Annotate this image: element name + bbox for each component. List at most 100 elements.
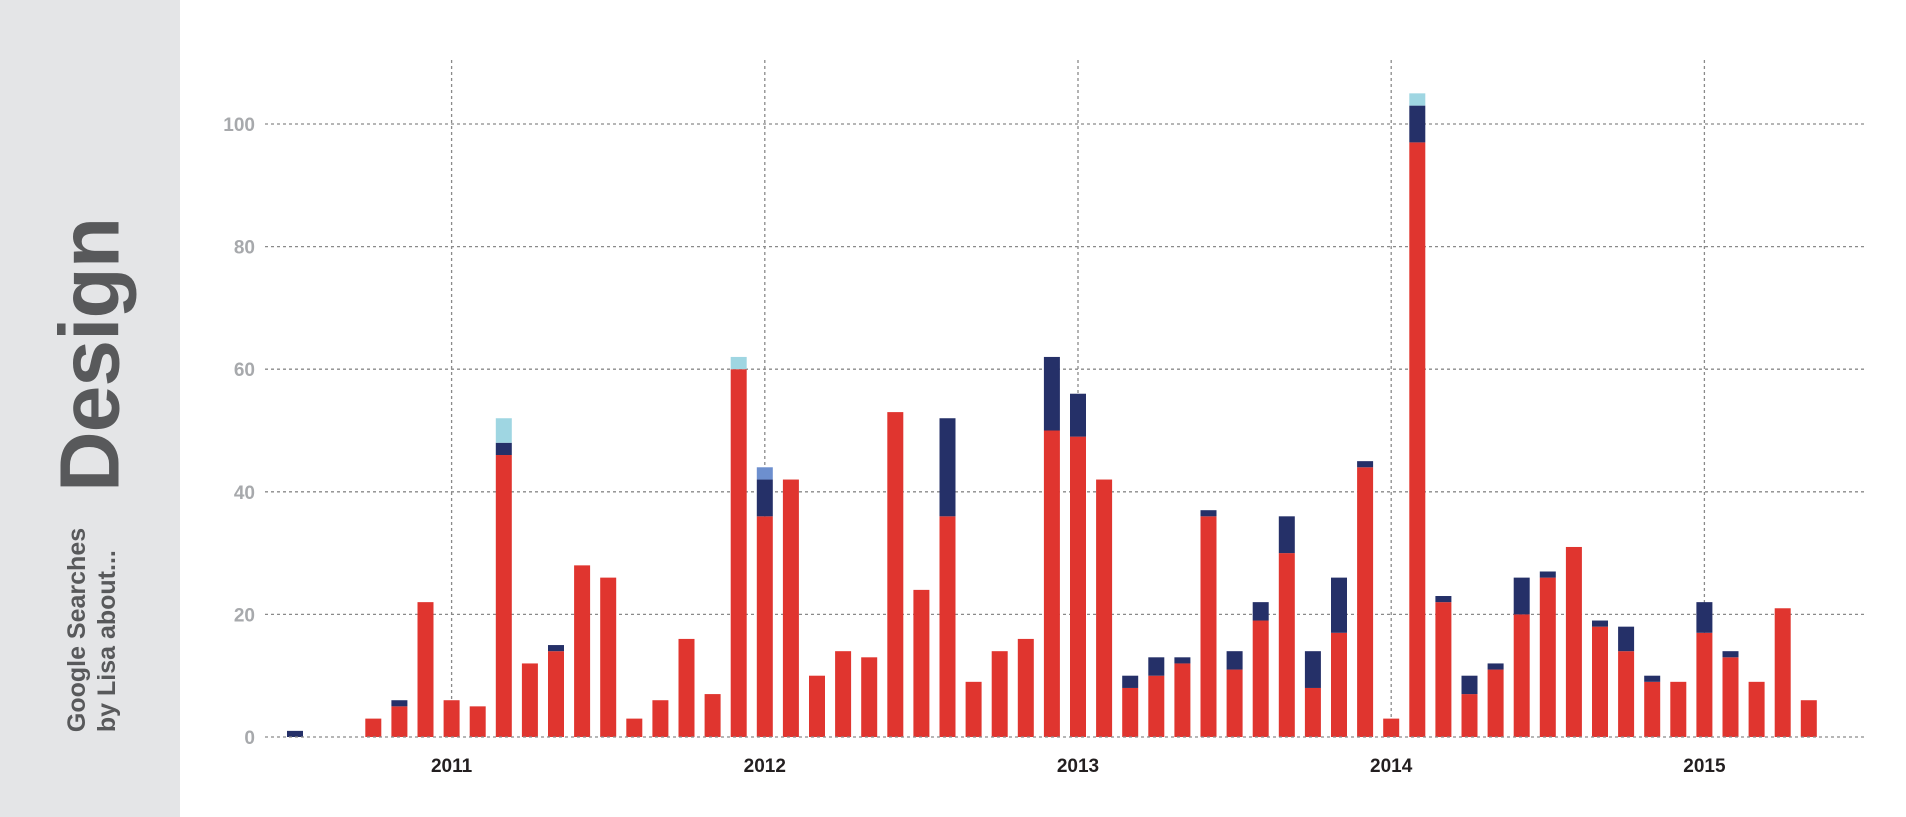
bar-segment bbox=[1122, 675, 1139, 688]
bar-segment bbox=[1696, 602, 1713, 633]
bar-segment bbox=[991, 651, 1008, 737]
y-tick-label: 40 bbox=[234, 483, 255, 504]
bar-segment bbox=[782, 479, 799, 737]
bar-segment bbox=[391, 700, 408, 707]
bar-segment bbox=[1644, 675, 1661, 682]
bar-segment bbox=[1200, 510, 1217, 517]
bar-segment bbox=[1096, 479, 1113, 737]
bar-segment bbox=[1435, 596, 1452, 603]
bar-segment bbox=[1592, 626, 1608, 737]
bar-segment bbox=[1539, 577, 1556, 737]
y-tick-label: 80 bbox=[234, 238, 255, 259]
x-tick-label: 2011 bbox=[431, 756, 473, 777]
bar-segment bbox=[1618, 651, 1635, 737]
bar-segment bbox=[756, 516, 773, 737]
bar-segment bbox=[1304, 651, 1321, 688]
bar-segment bbox=[495, 442, 512, 456]
bar-segment bbox=[1148, 657, 1165, 676]
bar-segment bbox=[1409, 142, 1426, 737]
bar-segment bbox=[1148, 675, 1165, 737]
bar-segment bbox=[1513, 614, 1530, 737]
bar-segment bbox=[391, 706, 408, 737]
bar-segment bbox=[1748, 681, 1765, 737]
bar-segment bbox=[365, 718, 382, 737]
bar-segment bbox=[756, 479, 773, 517]
bar-segment bbox=[939, 418, 956, 517]
bar-segment bbox=[1070, 436, 1086, 737]
bar-segment bbox=[1670, 681, 1687, 737]
bar-segment bbox=[1409, 105, 1426, 143]
bar-segment bbox=[809, 675, 825, 737]
bar-segment bbox=[521, 663, 538, 737]
bar-segment bbox=[1722, 657, 1739, 737]
bar-segment bbox=[1226, 651, 1243, 670]
y-tick-label: 60 bbox=[234, 360, 255, 381]
bar-segment bbox=[861, 657, 878, 737]
y-tick-label: 20 bbox=[234, 605, 255, 626]
bar-segment bbox=[965, 681, 982, 737]
bar-segment bbox=[1461, 675, 1478, 695]
y-tick-label: 0 bbox=[244, 728, 255, 749]
bar-segment bbox=[1252, 620, 1269, 737]
bar-segment bbox=[1357, 467, 1374, 737]
bar-segment bbox=[1226, 669, 1243, 737]
y-tick-label: 100 bbox=[223, 115, 255, 136]
bar-segment bbox=[913, 589, 930, 737]
bar-segment bbox=[495, 455, 512, 737]
sidebar: Design Google Searches by Lisa about... bbox=[0, 0, 180, 817]
x-tick-label: 2015 bbox=[1683, 756, 1726, 777]
bar-segment bbox=[1383, 718, 1400, 737]
bar-segment bbox=[600, 577, 617, 737]
bar-segment bbox=[887, 412, 904, 737]
bar-segment bbox=[1618, 626, 1635, 652]
bar-segment bbox=[730, 369, 747, 737]
bar-segment bbox=[1304, 687, 1321, 737]
bar-segment bbox=[1696, 632, 1713, 737]
bar-segment bbox=[1800, 700, 1817, 737]
x-tick-label: 2013 bbox=[1057, 756, 1099, 777]
bar-segment bbox=[704, 694, 721, 737]
bar-segment bbox=[1278, 553, 1295, 737]
bar-segment bbox=[1565, 546, 1582, 737]
bar-segment bbox=[1435, 602, 1452, 737]
bar-segment bbox=[1252, 602, 1269, 621]
bar-segment bbox=[1487, 669, 1504, 737]
bar-segment bbox=[1487, 663, 1504, 670]
bar-segment bbox=[1200, 516, 1217, 737]
bar-segment bbox=[417, 602, 434, 737]
bar-segment bbox=[835, 651, 852, 737]
bar-segment bbox=[652, 700, 669, 737]
bar-segment bbox=[1174, 663, 1191, 737]
bar-segment bbox=[1174, 657, 1191, 664]
bar-segment bbox=[574, 565, 591, 737]
bar-segment bbox=[1357, 461, 1374, 468]
bar-segment bbox=[1122, 687, 1139, 737]
bar-segment bbox=[1278, 516, 1295, 554]
bar-segment bbox=[1017, 638, 1034, 737]
bar-segment bbox=[1043, 356, 1060, 431]
bar-segment bbox=[548, 651, 564, 737]
bar-segment bbox=[495, 418, 512, 443]
bar-segment bbox=[730, 356, 747, 370]
bar-segment bbox=[1331, 632, 1347, 737]
bar-segment bbox=[1461, 694, 1478, 737]
bar-segment bbox=[939, 516, 956, 737]
chart-axes: 0 20 40 60 80 100 2011 2012 2013 2014 2015 bbox=[223, 115, 1865, 777]
bar-segment bbox=[1070, 393, 1086, 437]
bar-segment bbox=[756, 467, 773, 480]
bar-segment bbox=[1592, 620, 1608, 627]
x-tick-label: 2014 bbox=[1370, 756, 1413, 777]
chart-bars bbox=[287, 93, 1817, 737]
bar-segment bbox=[626, 718, 643, 737]
bar-segment bbox=[1774, 608, 1791, 737]
bar-segment bbox=[1513, 577, 1530, 615]
bar-segment bbox=[548, 645, 564, 652]
bar-segment bbox=[443, 700, 460, 737]
x-tick-label: 2012 bbox=[744, 756, 786, 777]
bar-segment bbox=[1722, 651, 1739, 658]
bar-segment bbox=[1331, 577, 1347, 633]
bar-segment bbox=[1644, 681, 1661, 737]
bar-segment bbox=[1409, 93, 1426, 106]
bar-segment bbox=[287, 730, 303, 737]
